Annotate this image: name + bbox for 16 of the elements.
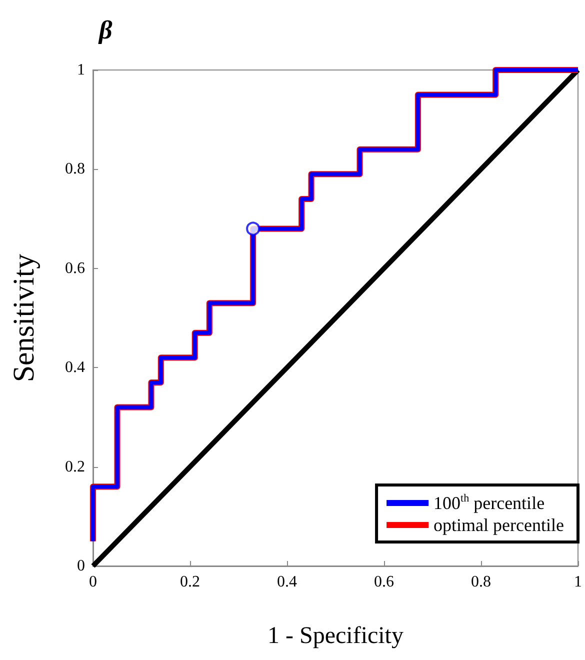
chart-title: β — [98, 16, 113, 44]
x-tick-label: 0.8 — [471, 574, 491, 590]
x-tick-label: 0.6 — [374, 574, 394, 590]
y-tick-label: 0 — [77, 558, 85, 574]
y-tick-label: 0.4 — [65, 359, 85, 376]
x-tick-label: 0.4 — [277, 574, 297, 590]
y-tick-label: 0.2 — [65, 458, 85, 476]
y-tick-label: 1 — [77, 62, 85, 78]
legend-label: optimal percentile — [434, 515, 564, 535]
x-tick-label: 1 — [574, 574, 582, 590]
x-tick-label: 0 — [89, 574, 97, 590]
y-axis-title: Sensitivity — [8, 254, 40, 382]
x-axis-title: 1 - Specificity — [268, 623, 404, 649]
y-tick-label: 0.6 — [65, 260, 85, 277]
y-tick-label: 0.8 — [65, 160, 85, 178]
x-tick-label: 0.2 — [180, 574, 200, 590]
